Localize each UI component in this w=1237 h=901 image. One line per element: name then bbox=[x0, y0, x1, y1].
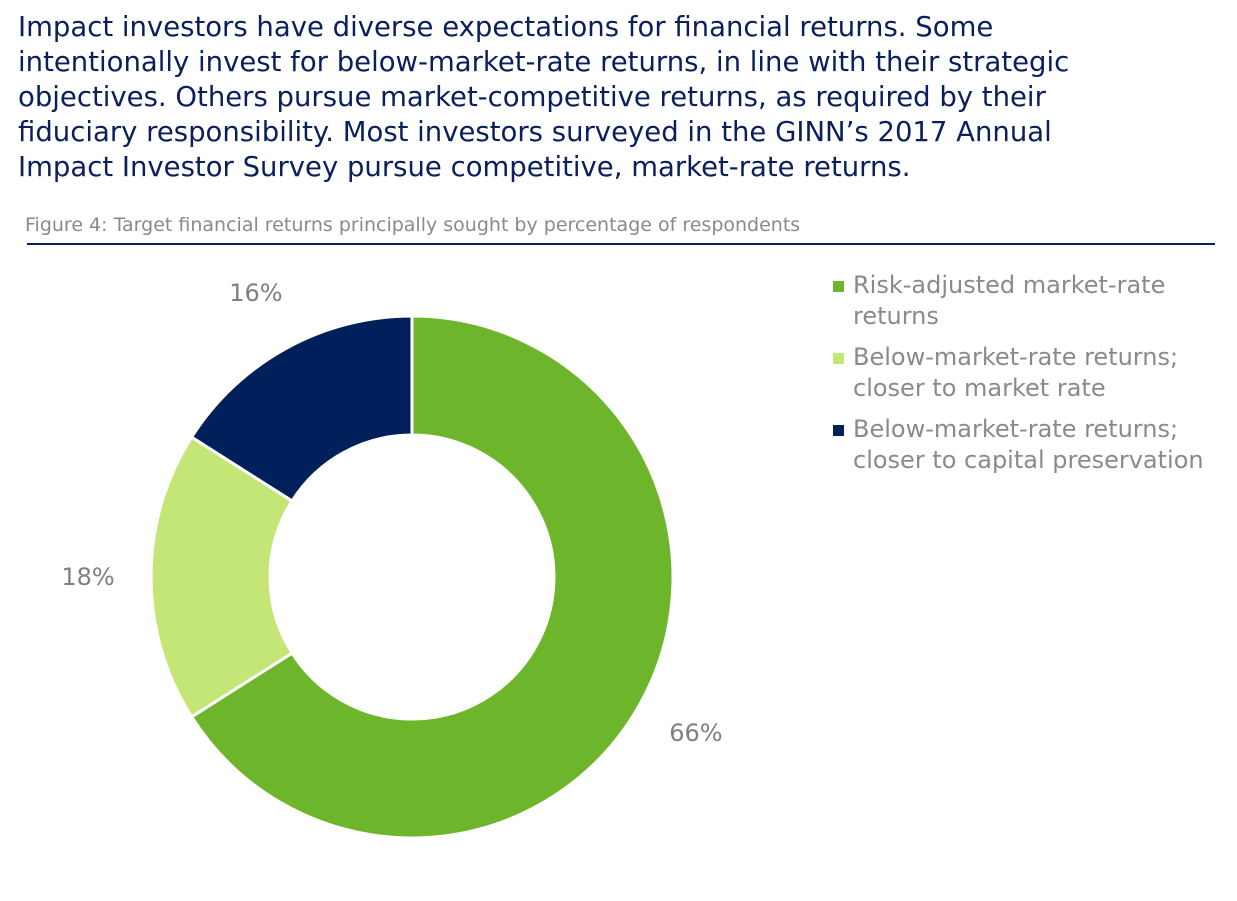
donut-slice bbox=[149, 435, 295, 719]
caption-rule bbox=[27, 243, 1215, 245]
legend-label: Below-market-rate returns; bbox=[853, 343, 1179, 371]
figure-caption: Figure 4: Target financial returns princ… bbox=[25, 214, 801, 236]
legend-swatch bbox=[833, 425, 844, 436]
slice-label: 16% bbox=[229, 279, 282, 307]
legend-label: returns bbox=[853, 302, 939, 330]
legend-label: Below-market-rate returns; bbox=[853, 415, 1179, 443]
donut-slice bbox=[189, 314, 414, 503]
intro-paragraph: Impact investors have diverse expectatio… bbox=[18, 10, 1223, 185]
legend-label: closer to capital preservation bbox=[853, 446, 1204, 474]
intro-line: fiduciary responsibility. Most investors… bbox=[18, 116, 1052, 148]
donut-slice bbox=[189, 314, 675, 840]
slice-label: 18% bbox=[61, 563, 114, 591]
intro-line: Impact investors have diverse expectatio… bbox=[18, 11, 994, 43]
legend-item: Below-market-rate returns; closer to mar… bbox=[833, 342, 1233, 404]
legend-swatch bbox=[833, 353, 844, 364]
legend-label: closer to market rate bbox=[853, 374, 1106, 402]
legend-swatch bbox=[833, 281, 844, 292]
intro-line: Impact Investor Survey pursue competitiv… bbox=[18, 151, 911, 183]
intro-line: objectives. Others pursue market-competi… bbox=[18, 81, 1046, 113]
legend-item: Risk-adjusted market-rate returns bbox=[833, 270, 1233, 332]
chart-legend: Risk-adjusted market-rate returns Below-… bbox=[833, 270, 1233, 486]
intro-line: intentionally invest for below-market-ra… bbox=[18, 46, 1070, 78]
legend-item: Below-market-rate returns; closer to cap… bbox=[833, 414, 1233, 476]
legend-label: Risk-adjusted market-rate bbox=[853, 271, 1166, 299]
slice-label: 66% bbox=[669, 719, 722, 747]
